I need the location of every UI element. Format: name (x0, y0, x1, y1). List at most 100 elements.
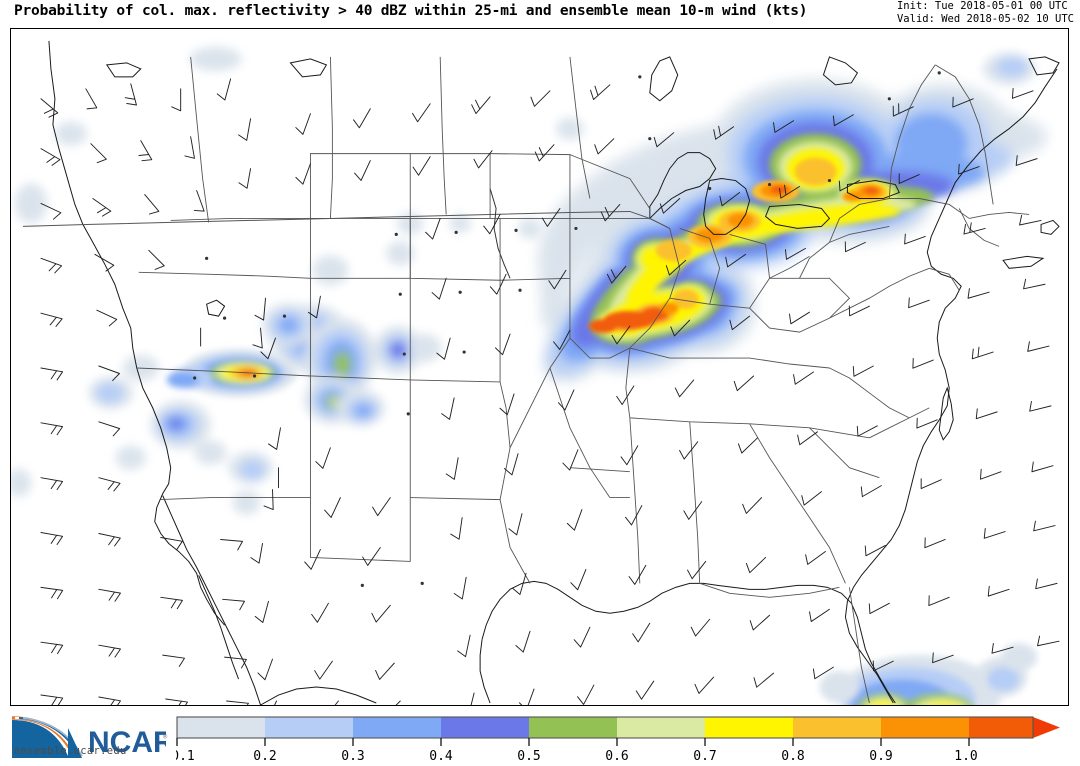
chesapeake-bay (938, 386, 954, 441)
state-border-mt (309, 153, 411, 219)
colorbar-bands[interactable] (176, 716, 1060, 739)
mississippi-river (489, 188, 511, 279)
time-stamp-block: Init: Tue 2018-05-01 00 UTC Valid: Wed 2… (897, 0, 1074, 26)
long-island (1002, 255, 1045, 269)
state-border-il (569, 218, 681, 359)
state-border-ny-vt (888, 64, 936, 199)
state-border-pa-s (799, 225, 890, 279)
great-salt-lake (206, 299, 226, 317)
state-border-ms-al (629, 417, 641, 584)
valid-time-label: Valid: Wed 2018-05-02 10 UTC (896, 13, 1074, 25)
canada-lake-w (105, 62, 142, 78)
map-canvas[interactable] (11, 29, 1068, 705)
colorbar[interactable]: 0.1 0.2 0.3 0.4 0.5 0.6 0.7 0.8 0.9 1.0 (176, 716, 1070, 764)
init-time-label: Init: Tue 2018-05-01 00 UTC (896, 0, 1068, 12)
state-border-co (310, 277, 411, 381)
gulf-coastline (481, 580, 896, 704)
canada-prov-sk-mb (439, 56, 447, 215)
colorbar-label-3: 0.4 (429, 749, 453, 764)
colorbar-extend-arrow (1033, 717, 1060, 738)
registered-mark: ® (163, 733, 168, 741)
cape-cod (1040, 219, 1060, 235)
colorbar-outline (176, 716, 1034, 739)
canada-maritime (1028, 56, 1060, 76)
state-border-ar-ms (549, 367, 611, 498)
colorbar-band-0.7[interactable] (705, 717, 793, 738)
state-border-ct-ma (958, 208, 1000, 247)
wind-barb-layer (40, 71, 1060, 705)
state-border-nc-sc (809, 427, 880, 479)
pacific-coastline (48, 40, 225, 626)
ncar-wordmark: NCAR (88, 726, 166, 759)
canada-prov-mb-on (569, 56, 591, 199)
state-border-fl-interior (848, 587, 870, 704)
ncar-url-label[interactable]: ensemble.ucar.edu (14, 745, 127, 757)
colorbar-label-4: 0.5 (517, 749, 540, 764)
colorbar-band-0.2[interactable] (265, 717, 353, 738)
colorbar-band-0.3[interactable] (353, 717, 441, 738)
state-border-wi (569, 154, 651, 219)
ncar-swoosh-icon (11, 716, 83, 758)
page-footer: NCAR ensemble.ucar.edu ® (0, 707, 1080, 766)
state-border-wv-va (749, 277, 851, 333)
page-header: Probability of col. max. reflectivity > … (0, 0, 1080, 28)
lake-winnipeg (649, 56, 679, 102)
baja-coastline (162, 495, 262, 705)
colorbar-ticks (176, 738, 970, 746)
canada-lake-ne (822, 56, 859, 86)
colorbar-label-2: 0.3 (341, 749, 364, 764)
state-border-sc-nc (749, 423, 846, 584)
state-border-sd-ne (409, 218, 501, 281)
mexico-interior (260, 686, 377, 705)
state-border-id (170, 217, 311, 279)
colorbar-band-0.4[interactable] (441, 717, 529, 738)
canada-prov-ab-sk (329, 56, 333, 219)
colorbar-label-8: 0.9 (869, 749, 892, 764)
canada-prov-bc-ab (190, 56, 210, 223)
state-border-az-nm (160, 375, 311, 501)
colorbar-band-0.6[interactable] (617, 717, 705, 738)
state-border-pa-w (769, 255, 810, 279)
ncar-logo[interactable]: NCAR (6, 712, 166, 764)
state-border-ga-fl (699, 582, 840, 598)
page-title: Probability of col. max. reflectivity > … (14, 3, 808, 19)
geography-layer (22, 40, 1060, 705)
colorbar-band-0.5[interactable] (529, 717, 617, 738)
state-border-nd (410, 153, 491, 219)
state-border-ky-tn (629, 347, 830, 369)
state-border-mn (490, 153, 571, 219)
state-border-nh-me (935, 64, 994, 205)
state-border-md (829, 267, 930, 319)
state-borders-layer (136, 56, 1030, 704)
colorbar-label-0: 0.1 (176, 749, 195, 764)
map-panel[interactable] (10, 28, 1069, 706)
lake-michigan-huron (703, 178, 751, 235)
state-border-va-nc (829, 367, 910, 419)
colorbar-band-0.9[interactable] (881, 717, 969, 738)
mexico-east-coast (479, 639, 491, 704)
state-border-nc-va (869, 407, 930, 439)
colorbar-tick-labels: 0.1 0.2 0.3 0.4 0.5 0.6 0.7 0.8 0.9 1.0 (176, 749, 978, 764)
colorbar-band-0.8[interactable] (793, 717, 881, 738)
state-border-ar-w (625, 348, 631, 418)
state-border-nj-de (929, 267, 960, 291)
prob-spots-misc (14, 46, 1036, 239)
lake-ontario (846, 180, 901, 199)
colorbar-band-1.0[interactable] (969, 717, 1033, 738)
gulf-of-california (198, 575, 240, 680)
colorbar-label-9: 1.0 (954, 749, 977, 764)
colorbar-label-1: 0.2 (253, 749, 276, 764)
colorbar-label-5: 0.6 (605, 749, 628, 764)
state-border-ma-n (969, 212, 1030, 219)
state-border-la-ar (569, 467, 630, 473)
colorbar-label-7: 0.8 (781, 749, 804, 764)
calm-wind-dots (193, 71, 941, 587)
state-border-in (669, 227, 721, 305)
lake-erie (764, 203, 831, 229)
canada-lake-nw (289, 58, 328, 78)
colorbar-band-0.1[interactable] (177, 717, 265, 738)
state-border-mo (509, 278, 571, 448)
prob-cells-florida (819, 643, 1038, 705)
state-border-tx-east (499, 499, 531, 584)
